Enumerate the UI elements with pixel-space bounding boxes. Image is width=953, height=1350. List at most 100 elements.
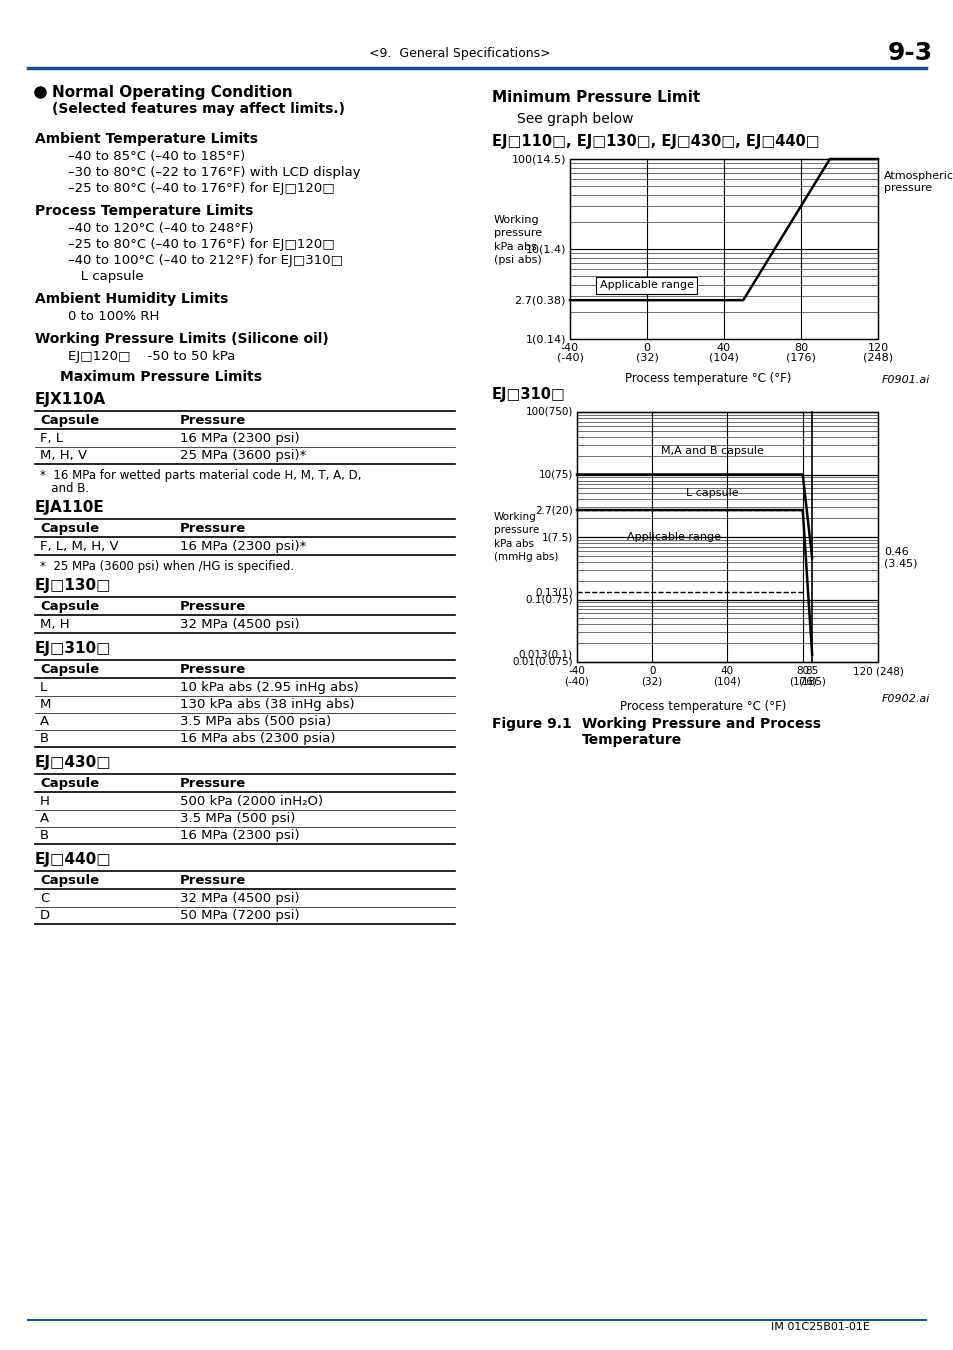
Text: *  16 MPa for wetted parts material code H, M, T, A, D,: * 16 MPa for wetted parts material code …: [40, 468, 361, 482]
Text: *  25 MPa (3600 psi) when /HG is specified.: * 25 MPa (3600 psi) when /HG is specifie…: [40, 560, 294, 572]
Text: 9-3: 9-3: [886, 40, 932, 65]
Text: 120 (248): 120 (248): [852, 666, 902, 676]
Text: A: A: [40, 716, 49, 728]
Text: 80: 80: [793, 343, 807, 352]
Text: 0 to 100% RH: 0 to 100% RH: [68, 310, 159, 323]
Text: (185): (185): [798, 676, 825, 686]
Bar: [569, 159, 877, 339]
Text: Normal Operating Condition: Normal Operating Condition: [52, 85, 293, 100]
Text: –40 to 120°C (–40 to 248°F): –40 to 120°C (–40 to 248°F): [68, 221, 253, 235]
Text: –25 to 80°C (–40 to 176°F) for EJ□120□: –25 to 80°C (–40 to 176°F) for EJ□120□: [68, 182, 335, 194]
Text: EJ□120□    -50 to 50 kPa: EJ□120□ -50 to 50 kPa: [68, 350, 235, 363]
Text: Applicable range: Applicable range: [626, 532, 720, 541]
Text: M, H, V: M, H, V: [40, 450, 87, 462]
Text: 0: 0: [643, 343, 650, 352]
Text: Capsule: Capsule: [40, 522, 99, 535]
Text: 100(750): 100(750): [525, 406, 573, 417]
Text: F0902.ai: F0902.ai: [882, 694, 929, 703]
Text: F0901.ai: F0901.ai: [882, 375, 929, 385]
Text: Atmospheric
pressure: Atmospheric pressure: [883, 171, 953, 193]
Text: (176): (176): [785, 352, 815, 363]
Text: L: L: [40, 680, 48, 694]
Text: IM 01C25B01-01E: IM 01C25B01-01E: [770, 1322, 868, 1332]
Text: 32 MPa (4500 psi): 32 MPa (4500 psi): [180, 618, 299, 630]
Text: B: B: [40, 829, 49, 842]
Text: 0.46
(3.45): 0.46 (3.45): [883, 547, 917, 568]
Text: 500 kPa (2000 inH₂O): 500 kPa (2000 inH₂O): [180, 795, 323, 809]
Text: –40 to 100°C (–40 to 212°F) for EJ□310□: –40 to 100°C (–40 to 212°F) for EJ□310□: [68, 254, 343, 267]
Text: C: C: [40, 892, 50, 904]
Text: D: D: [40, 909, 51, 922]
Bar: [577, 412, 877, 662]
Text: –30 to 80°C (–22 to 176°F) with LCD display: –30 to 80°C (–22 to 176°F) with LCD disp…: [68, 166, 360, 180]
Text: 130 kPa abs (38 inHg abs): 130 kPa abs (38 inHg abs): [180, 698, 355, 711]
Text: M: M: [40, 698, 51, 711]
Text: (248): (248): [862, 352, 892, 363]
Text: Ambient Humidity Limits: Ambient Humidity Limits: [35, 292, 228, 306]
Text: Pressure: Pressure: [180, 599, 246, 613]
Text: Process Temperature Limits: Process Temperature Limits: [35, 204, 253, 217]
Text: (32): (32): [641, 676, 662, 686]
Text: Maximum Pressure Limits: Maximum Pressure Limits: [60, 370, 262, 383]
Text: M,A and B capsule: M,A and B capsule: [660, 447, 763, 456]
Text: 0.13(1): 0.13(1): [535, 587, 573, 598]
Text: Pressure: Pressure: [180, 873, 246, 887]
Text: -40: -40: [568, 666, 585, 676]
Text: 16 MPa (2300 psi)*: 16 MPa (2300 psi)*: [180, 540, 306, 553]
Text: 100(14.5): 100(14.5): [511, 154, 565, 163]
Text: 16 MPa abs (2300 psia): 16 MPa abs (2300 psia): [180, 732, 335, 745]
Text: (Selected features may affect limits.): (Selected features may affect limits.): [52, 103, 345, 116]
Text: EJX110A: EJX110A: [35, 392, 106, 406]
Text: A: A: [40, 811, 49, 825]
Text: Pressure: Pressure: [180, 414, 246, 427]
Text: –25 to 80°C (–40 to 176°F) for EJ□120□: –25 to 80°C (–40 to 176°F) for EJ□120□: [68, 238, 335, 251]
Text: Pressure: Pressure: [180, 522, 246, 535]
Text: 10 kPa abs (2.95 inHg abs): 10 kPa abs (2.95 inHg abs): [180, 680, 358, 694]
Text: Process temperature °C (°F): Process temperature °C (°F): [619, 701, 786, 713]
Text: 3.5 MPa abs (500 psia): 3.5 MPa abs (500 psia): [180, 716, 331, 728]
Text: Capsule: Capsule: [40, 778, 99, 790]
Text: Working
pressure
kPa abs
(psi abs): Working pressure kPa abs (psi abs): [494, 215, 541, 265]
Text: EJ□310□: EJ□310□: [492, 387, 565, 402]
Text: 10(75): 10(75): [538, 470, 573, 479]
Text: 1(7.5): 1(7.5): [541, 532, 573, 541]
Text: H: H: [40, 795, 50, 809]
Text: B: B: [40, 732, 49, 745]
Text: Figure 9.1: Figure 9.1: [492, 717, 571, 730]
Text: 2.7(20): 2.7(20): [535, 505, 573, 516]
Text: 32 MPa (4500 psi): 32 MPa (4500 psi): [180, 892, 299, 904]
Text: Pressure: Pressure: [180, 663, 246, 676]
Text: See graph below: See graph below: [517, 112, 633, 126]
Text: L capsule: L capsule: [685, 489, 738, 498]
Text: 50 MPa (7200 psi): 50 MPa (7200 psi): [180, 909, 299, 922]
Text: 0: 0: [648, 666, 655, 676]
Text: 40: 40: [717, 343, 730, 352]
Text: F, L: F, L: [40, 432, 63, 446]
Text: (104): (104): [708, 352, 739, 363]
Text: EJ□110□, EJ□130□, EJ□430□, EJ□440□: EJ□110□, EJ□130□, EJ□430□, EJ□440□: [492, 134, 819, 148]
Text: M, H: M, H: [40, 618, 70, 630]
Text: <9.  General Specifications>: <9. General Specifications>: [369, 46, 550, 59]
Text: EJA110E: EJA110E: [35, 500, 105, 514]
Text: F, L, M, H, V: F, L, M, H, V: [40, 540, 118, 553]
Text: EJ□440□: EJ□440□: [35, 852, 112, 867]
Text: EJ□130□: EJ□130□: [35, 578, 112, 593]
Text: (176): (176): [788, 676, 816, 686]
Text: 80: 80: [796, 666, 808, 676]
Text: L capsule: L capsule: [68, 270, 144, 284]
Text: EJ□310□: EJ□310□: [35, 641, 112, 656]
Text: 0.01(0.075): 0.01(0.075): [512, 657, 573, 667]
Text: EJ□430□: EJ□430□: [35, 755, 112, 770]
Text: 120: 120: [866, 343, 887, 352]
Text: Pressure: Pressure: [180, 778, 246, 790]
Text: Working Pressure and Process
Temperature: Working Pressure and Process Temperature: [581, 717, 821, 747]
Text: Working Pressure Limits (Silicone oil): Working Pressure Limits (Silicone oil): [35, 332, 329, 346]
Text: Capsule: Capsule: [40, 663, 99, 676]
Text: and B.: and B.: [40, 482, 89, 495]
Text: 0.013(0.1): 0.013(0.1): [518, 649, 573, 660]
Text: -40: -40: [560, 343, 578, 352]
Text: 16 MPa (2300 psi): 16 MPa (2300 psi): [180, 432, 299, 446]
Text: –40 to 85°C (–40 to 185°F): –40 to 85°C (–40 to 185°F): [68, 150, 245, 163]
Text: 3.5 MPa (500 psi): 3.5 MPa (500 psi): [180, 811, 295, 825]
Text: 1(0.14): 1(0.14): [525, 333, 565, 344]
